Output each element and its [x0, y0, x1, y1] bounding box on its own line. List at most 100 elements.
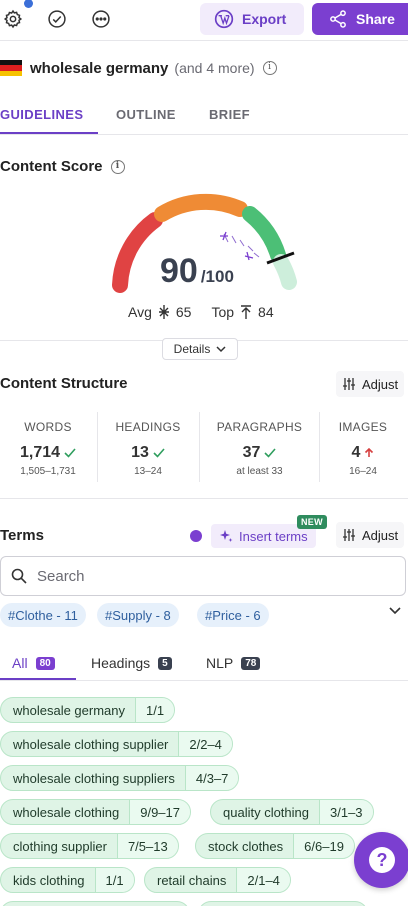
check-icon [64, 448, 76, 458]
terms-title: Terms [0, 527, 44, 544]
term-pill[interactable]: clothing supplier 7/5–13 [0, 833, 179, 859]
term-pill[interactable]: stock clothes 6/6–19 [195, 833, 355, 859]
term-count: 1/1 [94, 868, 134, 892]
term-text: retail chains [157, 872, 227, 888]
term-pill[interactable]: retail chains 2/1–4 [144, 867, 291, 893]
adjust-label: Adjust [362, 376, 399, 392]
topic-chip[interactable]: #Clothe - 11 [0, 603, 86, 627]
check-circle-icon[interactable] [46, 8, 68, 30]
export-button[interactable]: Export [200, 3, 304, 35]
stat-headings: HEADINGS 13 13–24 [98, 420, 198, 477]
search-input[interactable] [37, 567, 377, 585]
subtab-label: Headings [91, 655, 151, 671]
gauge-needle [266, 251, 295, 265]
tab-outline[interactable]: OUTLINE [116, 107, 176, 122]
divider [199, 412, 200, 482]
avg-value: 65 [175, 304, 192, 320]
chevron-down-icon [216, 346, 226, 353]
stat-value: 1,714 [19, 444, 61, 461]
keyword-main: wholesale germany [30, 59, 169, 77]
gauge-top-marker [244, 251, 254, 261]
score-number: 90 [160, 252, 198, 290]
check-icon [264, 448, 276, 458]
divider [97, 412, 98, 482]
stat-value: 37 [242, 444, 261, 461]
term-pill-partial[interactable] [198, 901, 368, 906]
subtab-label: All [12, 655, 28, 671]
gauge-green-segment [242, 206, 286, 263]
count-badge: 78 [241, 656, 261, 670]
stat-words: WORDS 1,714 1,505–1,731 [0, 420, 96, 477]
term-text: clothing supplier [13, 838, 107, 854]
new-badge: NEW [297, 515, 327, 529]
terms-search-field[interactable] [0, 556, 406, 596]
keyword-row[interactable]: wholesale germany (and 4 more) i [0, 56, 277, 80]
term-count: 2/1–4 [236, 868, 290, 892]
help-button[interactable]: ? [354, 832, 408, 888]
status-dot [190, 530, 202, 542]
stat-label: PARAGRAPHS [216, 420, 303, 434]
term-pill-partial[interactable] [0, 901, 190, 906]
stat-value: 4 [351, 444, 361, 461]
notification-dot [24, 0, 33, 8]
subtab-all[interactable]: All 80 [0, 648, 76, 680]
info-icon[interactable]: i [262, 61, 277, 75]
content-structure-title: Content Structure [0, 375, 128, 392]
count-badge: 5 [158, 656, 172, 670]
share-icon [330, 10, 346, 28]
stat-range: at least 33 [236, 466, 283, 477]
term-count: 2/2–4 [178, 732, 232, 756]
term-count: 7/5–13 [116, 834, 178, 858]
top-value: 84 [258, 304, 274, 320]
term-pill[interactable]: kids clothing 1/1 [0, 867, 135, 893]
sparkle-icon [220, 530, 233, 542]
subtab-nlp[interactable]: NLP 78 [206, 648, 261, 678]
term-count: 6/6–19 [293, 834, 354, 858]
details-label: Details [173, 342, 211, 356]
export-label: Export [242, 11, 287, 27]
term-pill[interactable]: wholesale germany 1/1 [0, 697, 176, 723]
chevron-down-icon[interactable] [388, 606, 402, 616]
content-score-heading: Content Score i [0, 158, 125, 175]
top-label: Top [211, 304, 235, 320]
details-button[interactable]: Details [162, 338, 238, 360]
term-pill[interactable]: wholesale clothing supplier 2/2–4 [0, 731, 233, 757]
main-tabs: GUIDELINES OUTLINE BRIEF [0, 100, 408, 134]
settings-gear-icon[interactable] [2, 8, 24, 30]
term-count: 4/3–7 [184, 766, 239, 790]
term-text: wholesale clothing [13, 804, 120, 820]
search-icon [11, 568, 27, 584]
stat-range: 1,505–1,731 [20, 466, 76, 477]
structure-adjust-button[interactable]: Adjust [336, 371, 405, 397]
stat-paragraphs: PARAGRAPHS 37 at least 33 [200, 420, 319, 477]
divider [0, 680, 408, 681]
keyword-more: (and 4 more) [174, 60, 255, 76]
term-text: wholesale germany [13, 702, 126, 718]
tab-guidelines[interactable]: GUIDELINES [0, 100, 98, 134]
subtab-headings[interactable]: Headings 5 [91, 648, 172, 678]
gauge-light-green-segment [273, 254, 297, 290]
share-button[interactable]: Share [312, 3, 408, 35]
tab-brief[interactable]: BRIEF [209, 107, 250, 122]
question-mark-icon: ? [369, 847, 395, 873]
topic-chip[interactable]: #Supply - 8 [97, 603, 179, 627]
term-text: wholesale clothing supplier [13, 736, 169, 752]
gauge-orange-segment [154, 193, 248, 222]
divider [0, 40, 408, 41]
topic-chip[interactable]: #Price - 6 [197, 603, 269, 627]
info-icon[interactable]: i [110, 159, 125, 174]
term-count: 9/9–17 [129, 800, 190, 824]
term-pill[interactable]: wholesale clothing 9/9–17 [0, 799, 191, 825]
more-options-icon[interactable] [90, 8, 112, 30]
terms-adjust-button[interactable]: Adjust [336, 522, 405, 548]
gauge-avg-marker [220, 231, 228, 241]
stat-range: 13–24 [134, 466, 162, 477]
top-toolbar: Export Share [0, 0, 408, 40]
term-pill[interactable]: wholesale clothing suppliers 4/3–7 [0, 765, 240, 791]
top-icon [241, 305, 252, 319]
term-pill[interactable]: quality clothing 3/1–3 [210, 799, 374, 825]
score-max: /100 [200, 267, 234, 286]
gauge-red-segment [112, 212, 163, 293]
adjust-label: Adjust [362, 527, 399, 543]
arrow-up-icon [365, 448, 374, 457]
